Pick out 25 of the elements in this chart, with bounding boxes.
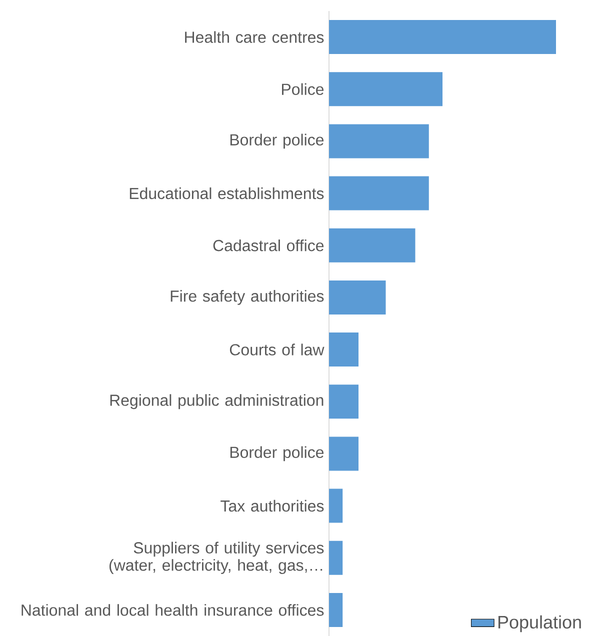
bar — [329, 228, 416, 262]
y-tick-label: Courts of law — [230, 344, 324, 356]
y-tick-label: Fire safety authorities — [170, 290, 324, 305]
bar — [329, 124, 429, 158]
legend-label: Population — [498, 615, 581, 632]
y-tick-label: Border police — [230, 134, 324, 149]
y-tick-label: Tax authorities — [220, 500, 324, 512]
bar — [329, 72, 442, 106]
y-tick-label: Border police — [230, 446, 324, 462]
bar — [329, 592, 343, 627]
y-tick-label: Regional public administration — [110, 394, 324, 410]
y-tick-label: Police — [282, 83, 324, 95]
bar — [329, 280, 386, 314]
y-tick-label: Health care centres — [185, 31, 324, 43]
bar — [329, 176, 429, 210]
bar — [329, 384, 359, 419]
bar — [329, 20, 556, 54]
bar — [329, 436, 359, 471]
y-tick-label: Suppliers of utility services (water, electricity, heat, gas,… — [109, 542, 324, 574]
y-tick-label: Cadastral office — [213, 240, 324, 252]
bar — [329, 332, 359, 367]
y-tick-label: National and local health insurance offices — [22, 604, 324, 616]
y-tick-label: Educational establishments — [130, 187, 324, 200]
bar — [329, 540, 343, 575]
bar — [329, 488, 343, 523]
